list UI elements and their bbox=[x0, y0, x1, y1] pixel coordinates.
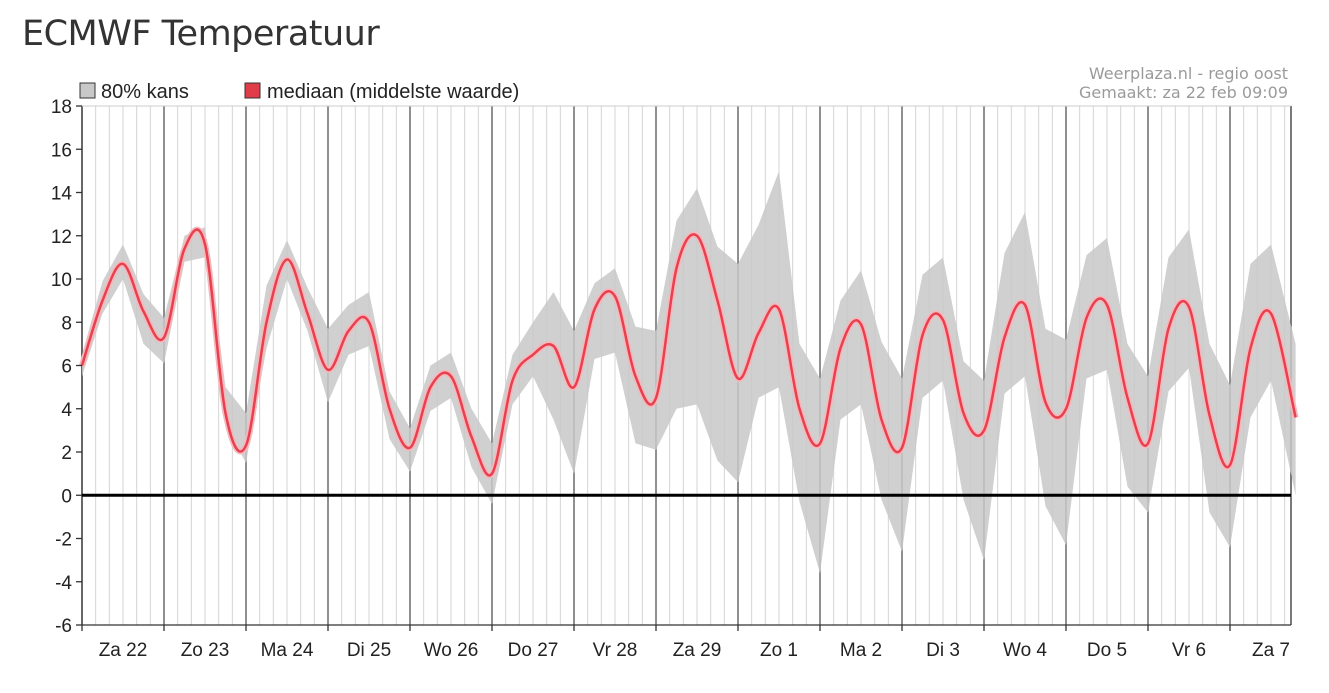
y-tick-label: 0 bbox=[61, 486, 72, 507]
y-tick-label: 6 bbox=[61, 357, 72, 378]
x-day-label: Vr 28 bbox=[593, 640, 638, 661]
y-tick-label: -2 bbox=[55, 530, 72, 551]
page-title: ECMWF Temperatuur bbox=[22, 14, 380, 54]
y-tick-label: 12 bbox=[51, 227, 72, 248]
x-day-label: Za 29 bbox=[673, 640, 722, 661]
y-tick-label: -6 bbox=[55, 616, 72, 637]
x-day-label: Zo 1 bbox=[760, 640, 798, 661]
source-credit: Weerplaza.nl - regio oost bbox=[1089, 64, 1288, 83]
x-day-label: Za 7 bbox=[1252, 640, 1290, 661]
y-tick-label: 16 bbox=[51, 140, 72, 161]
x-day-label: Di 25 bbox=[347, 640, 391, 661]
y-tick-label: 4 bbox=[61, 400, 72, 421]
x-day-label: Ma 24 bbox=[261, 640, 314, 661]
y-tick-label: 10 bbox=[51, 270, 72, 291]
band-80-percent bbox=[82, 170, 1296, 574]
x-day-label: Zo 23 bbox=[181, 640, 230, 661]
legend-band-swatch bbox=[79, 82, 96, 99]
x-day-label: Ma 2 bbox=[840, 640, 882, 661]
y-tick-label: 8 bbox=[61, 313, 72, 334]
legend-median-swatch bbox=[244, 82, 261, 99]
y-tick-label: 2 bbox=[61, 443, 72, 464]
y-tick-label: 18 bbox=[51, 97, 72, 118]
legend-median-label: mediaan (middelste waarde) bbox=[267, 81, 519, 103]
x-day-label: Vr 6 bbox=[1172, 640, 1206, 661]
x-day-label: Wo 26 bbox=[424, 640, 479, 661]
x-day-label: Do 5 bbox=[1087, 640, 1127, 661]
axis-layer: 18 16 14 12 10 8 6 4 2 0 -2 -4 -6 Za 22 Zo 23 Ma 24 Di 2… bbox=[51, 97, 1290, 661]
x-day-label: Wo 4 bbox=[1003, 640, 1047, 661]
x-day-label: Za 22 bbox=[99, 640, 148, 661]
y-tick-label: 14 bbox=[51, 184, 73, 205]
made-timestamp: Gemaakt: za 22 feb 09:09 bbox=[1079, 83, 1288, 102]
legend-band-label: 80% kans bbox=[101, 81, 189, 103]
x-day-label: Di 3 bbox=[926, 640, 960, 661]
median-line bbox=[80, 228, 1297, 477]
x-day-label: Do 27 bbox=[508, 640, 559, 661]
y-tick-label: -4 bbox=[55, 573, 72, 594]
band-layer bbox=[82, 170, 1296, 574]
median-layer bbox=[79, 226, 1299, 479]
